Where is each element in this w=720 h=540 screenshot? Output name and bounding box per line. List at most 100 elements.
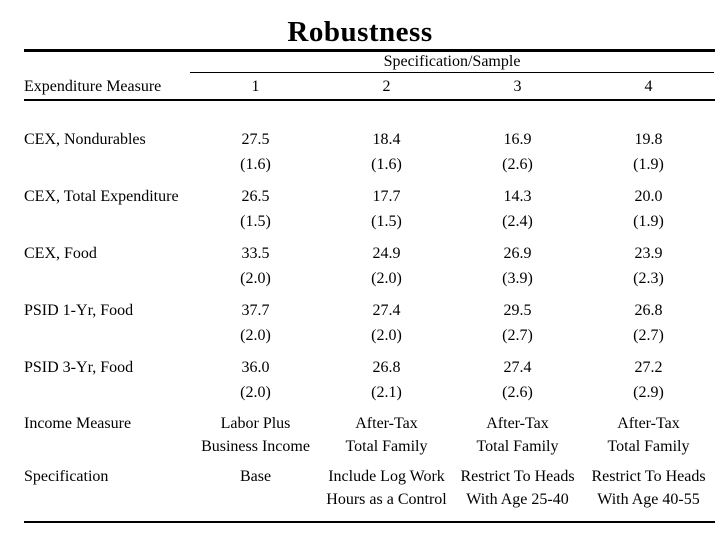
cell-se: (1.5) <box>371 213 402 230</box>
cell-value: 27.5 <box>241 131 270 148</box>
cell-line-1: Base <box>239 468 272 485</box>
table-row-psid-3yr-food: PSID 3-Yr, Food 36.0 (2.0) 26.8 (2.1) 27… <box>24 355 715 405</box>
table-cell: Include Log Work Hours as a Control <box>321 465 452 511</box>
group-header: Specification/Sample <box>190 53 714 73</box>
cell-value: 36.0 <box>241 359 270 376</box>
cell-se: (1.6) <box>371 156 402 173</box>
cell-line-1: After-Tax <box>617 415 680 432</box>
cell-value: 20.0 <box>634 188 663 205</box>
table-cell: 36.0 (2.0) <box>190 355 321 405</box>
cell-value: 27.2 <box>634 359 663 376</box>
cell-line-2: Total Family <box>476 438 559 455</box>
cell-line-1: After-Tax <box>486 415 549 432</box>
bottom-rule <box>24 521 715 523</box>
cell-value: 27.4 <box>503 359 532 376</box>
table-cell: 26.8 (2.1) <box>321 355 452 405</box>
table-cell: Restrict To Heads With Age 40-55 <box>583 465 714 511</box>
table-cell: Restrict To Heads With Age 25-40 <box>452 465 583 511</box>
table-row-cex-nondurables: CEX, Nondurables 27.5 (1.6) 18.4 (1.6) 1… <box>24 127 715 177</box>
cell-se: (3.9) <box>502 270 533 287</box>
cell-value: 26.5 <box>241 188 270 205</box>
row-label: CEX, Food <box>24 245 97 262</box>
cell-se: (2.4) <box>502 213 533 230</box>
title-rule <box>24 49 715 52</box>
row-label: Specification <box>24 468 109 485</box>
cell-line-1: After-Tax <box>355 415 418 432</box>
table-cell: 27.4 (2.6) <box>452 355 583 405</box>
cell-value: 33.5 <box>241 245 270 262</box>
table-cell: 26.8 (2.7) <box>583 298 714 348</box>
table-cell: 20.0 (1.9) <box>583 184 714 234</box>
table-cell: After-Tax Total Family <box>452 412 583 458</box>
cell-value: 37.7 <box>241 302 270 319</box>
table-row-cex-total-expenditure: CEX, Total Expenditure 26.5 (1.5) 17.7 (… <box>24 184 715 234</box>
table-cell: Labor Plus Business Income <box>190 412 321 458</box>
cell-line-2: With Age 25-40 <box>466 491 569 508</box>
cell-line-2: Hours as a Control <box>326 491 447 508</box>
table-cell: 19.8 (1.9) <box>583 127 714 177</box>
column-header-4: 4 <box>644 78 653 95</box>
cell-line-2: Total Family <box>345 438 428 455</box>
slide-title: Robustness <box>287 16 433 48</box>
cell-se: (2.7) <box>502 327 533 344</box>
table-cell: 27.2 (2.9) <box>583 355 714 405</box>
table-cell: After-Tax Total Family <box>583 412 714 458</box>
cell-value: 29.5 <box>503 302 532 319</box>
row-label: PSID 3-Yr, Food <box>24 359 134 376</box>
table-cell: 26.5 (1.5) <box>190 184 321 234</box>
column-header-2: 2 <box>382 78 391 95</box>
cell-se: (1.9) <box>633 156 664 173</box>
table-cell: 23.9 (2.3) <box>583 241 714 291</box>
column-header-3: 3 <box>513 78 522 95</box>
cell-value: 19.8 <box>634 131 663 148</box>
cell-line-1: Include Log Work <box>328 468 445 485</box>
cell-line-1: Labor Plus <box>220 415 291 432</box>
cell-se: (2.6) <box>502 156 533 173</box>
table-row-specification: Specification Base Include Log Work Hour… <box>24 465 715 511</box>
cell-se: (2.7) <box>633 327 664 344</box>
cell-value: 27.4 <box>372 302 401 319</box>
table-row-psid-1yr-food: PSID 1-Yr, Food 37.7 (2.0) 27.4 (2.0) 29… <box>24 298 715 348</box>
table-cell: 16.9 (2.6) <box>452 127 583 177</box>
column-header-expenditure-measure: Expenditure Measure <box>24 78 162 95</box>
table-cell: 14.3 (2.4) <box>452 184 583 234</box>
cell-se: (2.0) <box>371 270 402 287</box>
table-group-header-row: Specification/Sample <box>24 53 715 73</box>
cell-se: (1.5) <box>240 213 271 230</box>
table-cell: 17.7 (1.5) <box>321 184 452 234</box>
table-cell: 26.9 (3.9) <box>452 241 583 291</box>
cell-se: (1.9) <box>633 213 664 230</box>
row-label: CEX, Total Expenditure <box>24 188 179 205</box>
cell-line-1: Restrict To Heads <box>591 468 706 485</box>
cell-value: 16.9 <box>503 131 532 148</box>
cell-value: 17.7 <box>372 188 401 205</box>
cell-se: (2.9) <box>633 384 664 401</box>
cell-line-2: With Age 40-55 <box>597 491 700 508</box>
cell-se: (2.0) <box>371 327 402 344</box>
cell-value: 26.9 <box>503 245 532 262</box>
table-cell: 18.4 (1.6) <box>321 127 452 177</box>
table-cell: Base <box>190 465 321 488</box>
cell-value: 26.8 <box>372 359 401 376</box>
cell-se: (2.0) <box>240 270 271 287</box>
table-cell: 37.7 (2.0) <box>190 298 321 348</box>
row-label: PSID 1-Yr, Food <box>24 302 134 319</box>
table-cell: 24.9 (2.0) <box>321 241 452 291</box>
cell-se: (2.0) <box>240 384 271 401</box>
cell-value: 18.4 <box>372 131 401 148</box>
table-body: CEX, Nondurables 27.5 (1.6) 18.4 (1.6) 1… <box>24 101 715 511</box>
row-label: Income Measure <box>24 415 132 432</box>
cell-value: 26.8 <box>634 302 663 319</box>
table-cell: 27.5 (1.6) <box>190 127 321 177</box>
row-label: CEX, Nondurables <box>24 131 146 148</box>
table-header-row: Expenditure Measure 1 2 3 4 <box>24 73 715 101</box>
cell-line-2: Total Family <box>607 438 690 455</box>
cell-value: 23.9 <box>634 245 663 262</box>
cell-se: (2.0) <box>240 327 271 344</box>
table-cell: 33.5 (2.0) <box>190 241 321 291</box>
table-cell: After-Tax Total Family <box>321 412 452 458</box>
cell-line-2: Business Income <box>201 438 310 455</box>
cell-value: 14.3 <box>503 188 532 205</box>
cell-se: (1.6) <box>240 156 271 173</box>
